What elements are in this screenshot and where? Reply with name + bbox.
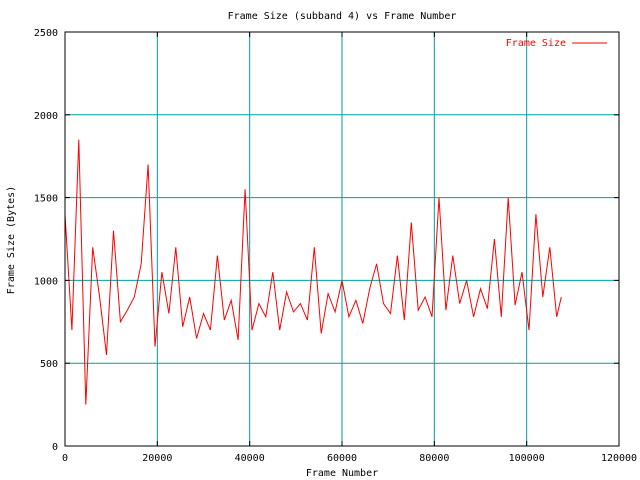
x-tick-label: 120000 — [601, 453, 637, 464]
y-tick-label: 2000 — [34, 111, 58, 122]
x-axis-label: Frame Number — [306, 468, 378, 479]
y-axis-label: Frame Size (Bytes) — [6, 186, 17, 294]
legend-label: Frame Size — [506, 38, 566, 49]
x-tick-labels: 0 20000 40000 60000 80000 100000 120000 — [62, 453, 637, 464]
y-tick-label: 2500 — [34, 28, 58, 39]
y-tick-labels: 0 500 1000 1500 2000 2500 — [34, 28, 58, 453]
x-tick-label: 80000 — [419, 453, 449, 464]
x-tick-label: 40000 — [235, 453, 265, 464]
y-tick-label: 1000 — [34, 276, 58, 287]
x-tick-label: 100000 — [509, 453, 545, 464]
y-tick-label: 0 — [52, 442, 58, 453]
y-tick-label: 500 — [40, 359, 58, 370]
x-tick-label: 60000 — [327, 453, 357, 464]
plot-area — [64, 139, 562, 405]
x-tick-label: 0 — [62, 453, 68, 464]
legend: Frame Size — [506, 38, 607, 49]
plot-frame — [64, 31, 620, 447]
x-tick-label: 20000 — [142, 453, 172, 464]
y-tick-label: 1500 — [34, 194, 58, 205]
chart-title: Frame Size (subband 4) vs Frame Number — [228, 11, 457, 22]
series-line-0 — [64, 139, 562, 405]
